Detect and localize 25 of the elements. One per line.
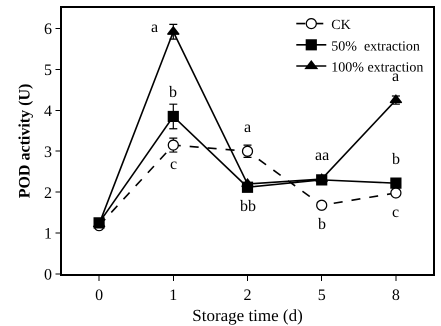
legend-label: CK [331,18,351,34]
annotation: b [318,216,326,233]
y-tick-label: 3 [44,144,52,161]
y-tick-label: 5 [44,62,52,79]
y-tick-label: 6 [44,21,52,38]
y-tick-label: 2 [44,184,52,202]
annotation: bb [240,198,256,215]
annotation: c [392,204,400,221]
annotation: a [151,19,158,36]
x-tick-label: 2 [244,286,252,304]
annotation: c [170,156,178,173]
y-tick-label: 0 [44,266,52,284]
y-axis-title: POD activity (U) [16,84,34,198]
legend-label: 50% extraction [331,39,420,54]
x-tick-label: 0 [95,286,104,304]
annotation: b [169,84,177,101]
y-tick-label: 1 [44,226,52,243]
annotation: a [244,119,252,136]
x-tick-label: 5 [318,286,326,304]
x-axis-title: Storage time (d) [192,306,303,325]
x-tick-label: 8 [392,286,400,304]
annotation: b [392,151,400,168]
y-tick-label: 4 [44,102,52,120]
x-tick-label: 1 [169,286,178,304]
annotation: aa [315,147,330,164]
